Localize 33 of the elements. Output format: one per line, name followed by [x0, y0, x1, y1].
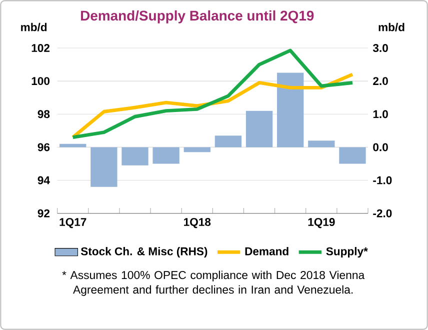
y2-axis-title: mb/d: [378, 22, 404, 32]
bar: [60, 144, 86, 148]
bar: [90, 147, 118, 187]
legend-label: Demand: [245, 247, 288, 256]
x-tick-label: 1Q18: [184, 218, 211, 228]
y-tick-label: 92: [38, 209, 50, 218]
y2-tick-label: -1.0: [373, 176, 392, 184]
line-series: [71, 48, 354, 140]
legend-label: Supply*: [326, 247, 368, 258]
chart-title: Demand/Supply Balance until 2Q19: [81, 10, 314, 24]
y2-tick-label: 1.0: [373, 110, 388, 118]
x-tick-label: 1Q17: [60, 218, 86, 228]
y2-tick-label: -2.0: [373, 209, 392, 218]
y2-tick-label: 2.0: [373, 77, 388, 86]
y-tick-label: 100: [32, 77, 50, 86]
bar: [152, 147, 180, 164]
y-tick-label: 96: [38, 143, 50, 152]
y-tick-label: 94: [38, 176, 50, 184]
y-tick-label: 98: [38, 110, 50, 118]
y-axis-title: mb/d: [21, 22, 47, 32]
bar: [339, 147, 366, 164]
x-tick-label: 1Q19: [308, 218, 335, 228]
bar: [246, 110, 273, 148]
y-tick-label: 102: [32, 44, 50, 52]
bar: [277, 72, 304, 148]
y2-tick-label: 0.0: [373, 143, 388, 152]
legend-label: Stock Ch. & Misc (RHS): [80, 247, 208, 258]
bar: [214, 136, 242, 148]
bar: [308, 140, 335, 148]
y2-tick-label: 3.0: [372, 44, 388, 52]
bar: [184, 147, 210, 152]
text: * Assumes 100% OPEC compliance with Dec 2018 Vienna Agreement and further declines in Iran and Venezuela.: [62, 270, 365, 296]
bar: [122, 147, 148, 166]
